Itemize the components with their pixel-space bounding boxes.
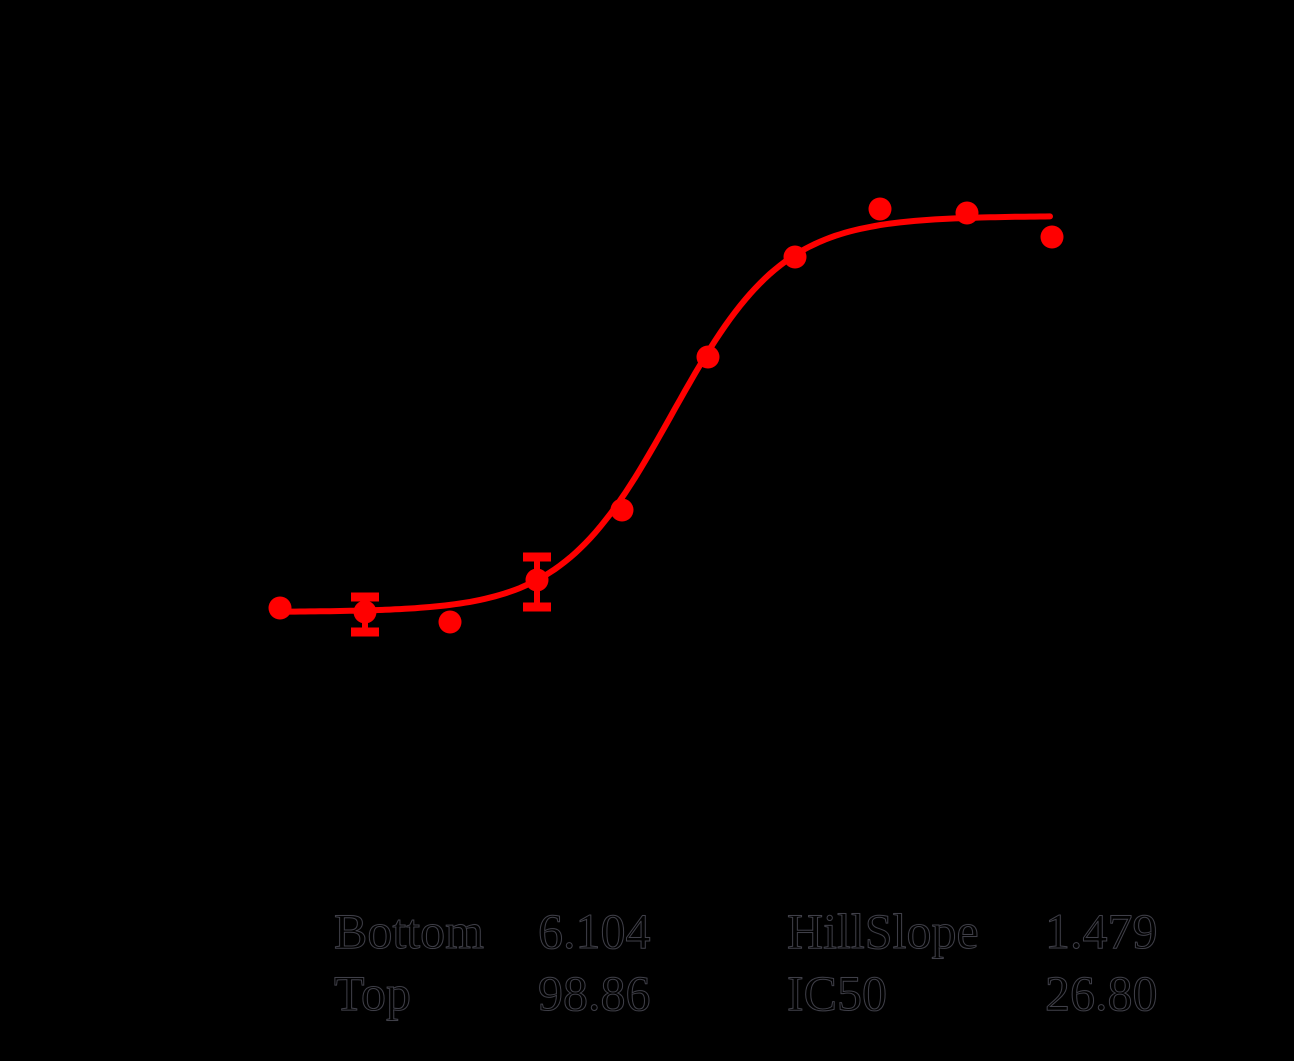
data-point-marker (438, 610, 462, 634)
fit-param-label-ic50: IC50 (787, 965, 888, 1021)
data-point-marker (696, 345, 720, 369)
data-point-marker (1040, 225, 1064, 249)
fit-curve (277, 213, 1053, 615)
data-point-marker (783, 245, 807, 269)
fit-param-value-bottom: 6.104 (538, 903, 651, 959)
data-point-marker (955, 201, 979, 225)
data-point-marker (868, 197, 892, 221)
fit-param-value-hillslope: 1.479 (1045, 903, 1158, 959)
fit-param-value-ic50: 26.80 (1045, 965, 1158, 1021)
data-point-marker (610, 498, 634, 522)
fit-param-label-hillslope: HillSlope (787, 903, 980, 959)
data-point-marker (268, 596, 292, 620)
data-point-marker (525, 568, 549, 592)
fit-param-label-bottom: Bottom (333, 903, 485, 959)
fit-param-value-top: 98.86 (538, 965, 651, 1021)
data-point-marker (353, 600, 377, 624)
fit-param-label-top: Top (333, 965, 412, 1021)
